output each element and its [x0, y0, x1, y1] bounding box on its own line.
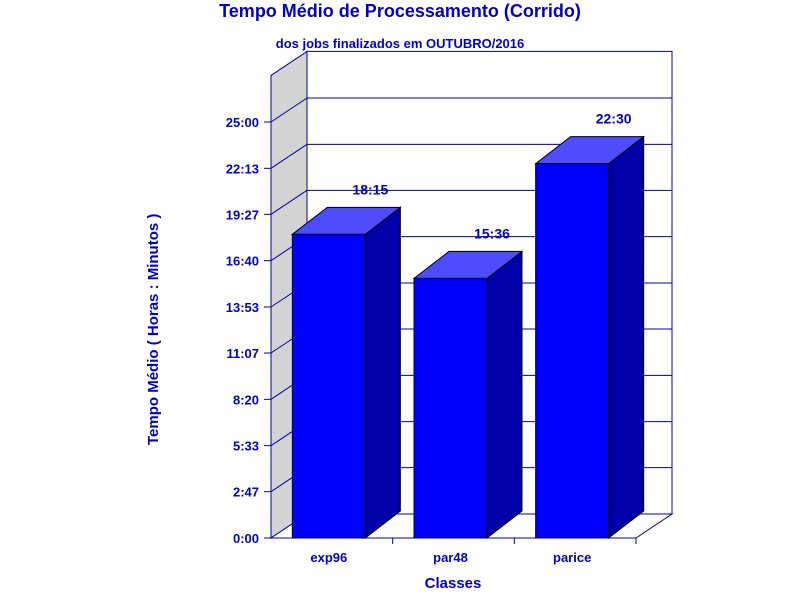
bar: [413, 277, 488, 539]
chart-title: Tempo Médio de Processamento (Corrido): [219, 1, 581, 21]
y-axis-label: Tempo Médio ( Horas : Minutos ): [145, 214, 162, 445]
y-tick-label: 16:40: [226, 254, 259, 269]
y-tick-label: 5:33: [233, 439, 259, 454]
bar: [535, 163, 610, 539]
x-axis-ticks: exp96 par48 parice: [310, 538, 637, 565]
y-tick-label: 13:53: [226, 300, 259, 315]
y-tick-label: 2:47: [233, 485, 259, 500]
y-tick-label: 25:00: [226, 115, 259, 130]
data-label: 15:36: [474, 225, 510, 241]
x-tick-label: par48: [433, 550, 468, 565]
bar-side: [608, 135, 645, 540]
data-label: 18:15: [352, 181, 388, 197]
y-tick-label: 19:27: [226, 207, 259, 222]
chart-subtitle: dos jobs finalizados em OUTUBRO/2016: [276, 36, 525, 51]
bar-side: [486, 250, 523, 540]
grid-line-wall: [270, 97, 308, 123]
y-axis-ticks: 0:00 2:47 5:33 8:20 11:07 13:53 16:40 19:27 22:1…: [226, 115, 271, 546]
data-label: 22:30: [596, 111, 632, 127]
y-tick-label: 22:13: [226, 161, 259, 176]
grid-line-wall: [270, 143, 308, 169]
x-tick-label: parice: [553, 550, 591, 565]
y-tick-label: 8:20: [233, 392, 259, 407]
y-tick-label: 0:00: [233, 531, 259, 546]
bar-side: [364, 206, 401, 540]
y-tick-label: 11:07: [226, 346, 259, 361]
bar: [291, 233, 366, 539]
grid-line-wall: [270, 189, 308, 215]
x-axis-label: Classes: [425, 575, 482, 592]
bars: 18:15 15:36 22:30: [290, 111, 646, 540]
x-tick-label: exp96: [310, 550, 347, 565]
